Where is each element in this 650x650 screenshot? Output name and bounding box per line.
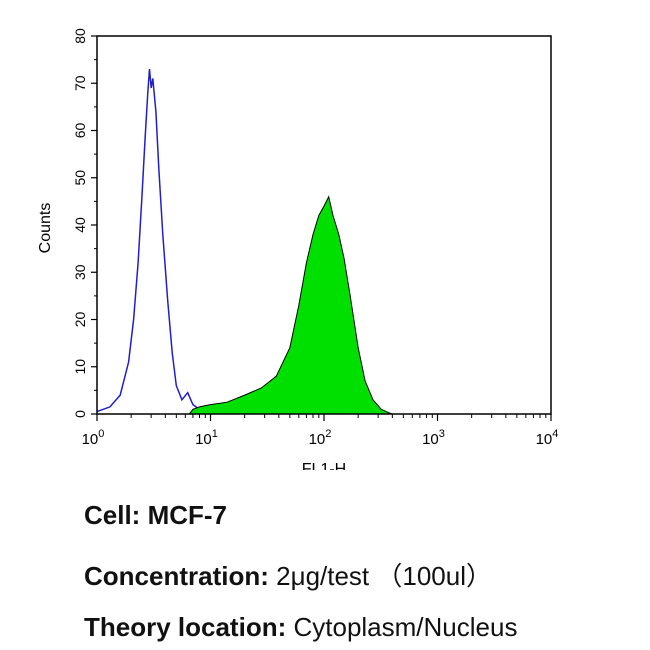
x-tick-label: 101	[195, 428, 218, 448]
cell-value: MCF-7	[147, 500, 228, 530]
theory-value: Cytoplasm/Nucleus	[293, 612, 518, 642]
y-tick-label: 40	[72, 217, 88, 233]
y-tick-label: 20	[72, 312, 88, 328]
caption-cell: Cell: MCF-7	[84, 500, 227, 531]
y-tick-label: 80	[72, 28, 88, 44]
concentration-label: Concentration:	[84, 561, 269, 591]
cell-label: Cell:	[84, 500, 141, 530]
x-tick-label: 100	[82, 428, 105, 448]
histogram-series-filled	[188, 195, 393, 415]
y-tick-label: 50	[72, 170, 88, 186]
x-tick-label: 102	[309, 428, 332, 448]
x-tick-label: 104	[536, 428, 559, 448]
y-axis-label: Counts	[37, 203, 54, 254]
y-tick-label: 30	[72, 264, 88, 280]
histogram-chart: 0 10 20 30 40 50 60 70 80 100 101 102 103 104 FL1-H C…	[37, 28, 559, 470]
y-tick-label: 10	[72, 359, 88, 375]
concentration-value: 2μg/test （100ul）	[276, 561, 492, 591]
y-tick-label: 70	[72, 75, 88, 91]
x-axis-label: FL1-H	[302, 461, 346, 470]
y-tick-label: 0	[72, 410, 88, 418]
x-tick-label: 103	[422, 428, 445, 448]
caption-theory: Theory location: Cytoplasm/Nucleus	[84, 612, 517, 643]
histogram-series-outline	[96, 69, 214, 415]
theory-label: Theory location:	[84, 612, 287, 642]
caption-concentration: Concentration: 2μg/test （100ul）	[84, 556, 492, 593]
y-tick-label: 60	[72, 123, 88, 139]
